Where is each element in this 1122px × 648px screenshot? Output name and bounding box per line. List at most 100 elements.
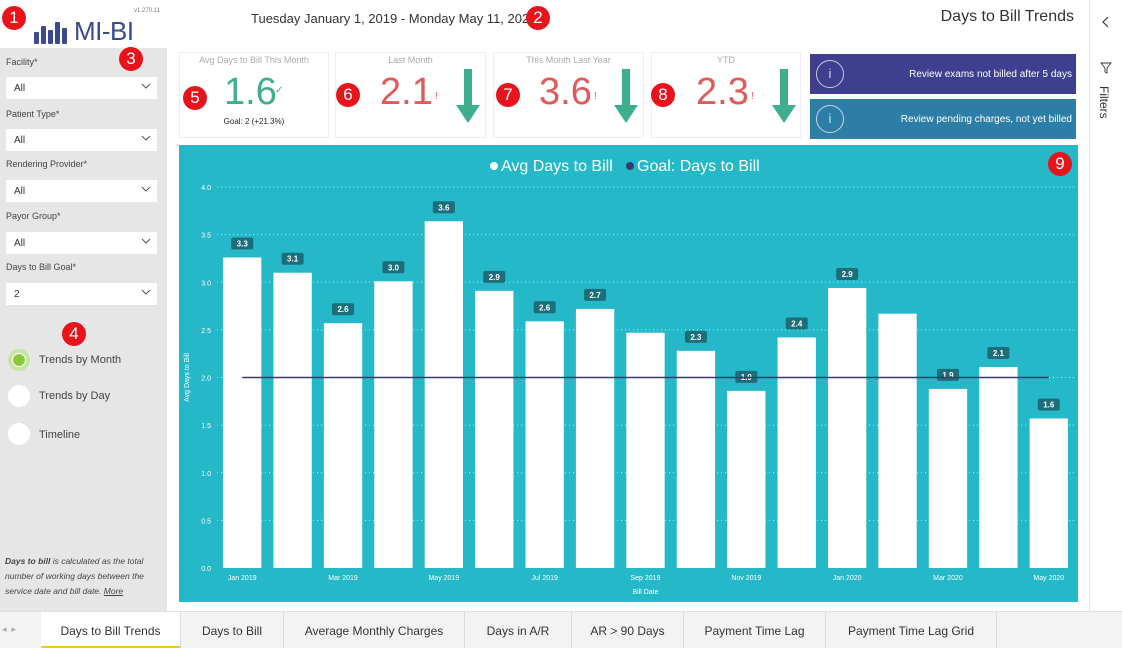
- footnote-more-link[interactable]: More: [103, 586, 124, 596]
- patient-type-label: Patient Type*: [6, 109, 60, 119]
- legend-marker-goal: [626, 162, 634, 170]
- trends-by-day-label[interactable]: Trends by Day: [39, 390, 111, 402]
- bar-may-2019: [424, 221, 464, 568]
- x-tick-label: Jul 2019: [531, 575, 558, 582]
- bar-dec-2019: [777, 337, 816, 568]
- y-axis-label: Avg Days to Bill: [184, 353, 191, 402]
- chevron-down-icon: [141, 83, 151, 89]
- payor-group-select[interactable]: All: [6, 232, 157, 254]
- y-tick-label: 4.0: [201, 185, 211, 192]
- callout-badge-9: 9: [1048, 152, 1072, 176]
- y-tick-label: 1.5: [201, 423, 211, 430]
- kpi-value: 1.6: [224, 71, 277, 113]
- bar-jan-2019: [223, 257, 262, 568]
- chevron-left-icon[interactable]: [1100, 14, 1112, 30]
- days-to-bill-goal-label: Days to Bill Goal*: [6, 262, 77, 272]
- check-icon: ✓: [275, 85, 284, 96]
- kpi-value: 3.6: [539, 71, 592, 113]
- patient-type-select[interactable]: All: [6, 129, 157, 151]
- kpi-card-ytd: YTD 2.3 !: [651, 52, 801, 138]
- bar-sep-2019: [626, 332, 665, 568]
- warning-icon: !: [435, 91, 438, 102]
- data-label-bg: [584, 288, 607, 301]
- data-label-bg: [785, 317, 808, 330]
- callout-badge-2: 2: [526, 6, 550, 30]
- x-tick-label: May 2020: [1033, 575, 1064, 582]
- chart-svg: 0.0 0.5 1.0 1.5 2.0 2.5 3.0 3.5 4.0 Avg Days to B…: [184, 158, 1074, 596]
- x-tick-label: Jan 2019: [228, 575, 257, 582]
- filter-sidebar: Facility* All Patient Type* All Renderin…: [0, 48, 167, 611]
- warning-icon: !: [594, 91, 597, 102]
- tab-ar-over-90-days[interactable]: AR > 90 Days: [572, 612, 684, 648]
- days-to-bill-footnote: Days to bill is calculated as the total …: [5, 554, 165, 599]
- data-label-bg: [987, 347, 1010, 360]
- chevron-down-icon: [141, 238, 151, 244]
- facility-value: All: [14, 83, 26, 94]
- data-label: 1.6: [1043, 400, 1055, 409]
- radio-trends-by-month[interactable]: [8, 349, 30, 371]
- bar-apr-2019: [374, 281, 413, 568]
- timeline-label[interactable]: Timeline: [39, 429, 81, 441]
- x-axis-label: Bill Date: [632, 589, 658, 596]
- patient-type-value: All: [14, 135, 26, 146]
- x-tick-label: May 2019: [428, 575, 459, 582]
- y-tick-label: 1.0: [201, 471, 211, 478]
- data-label-bg: [382, 261, 405, 274]
- data-label-bg: [483, 270, 506, 283]
- tab-payment-time-lag-grid[interactable]: Payment Time Lag Grid: [826, 612, 997, 648]
- review-unbilled-exams-button[interactable]: i Review exams not billed after 5 days: [810, 54, 1076, 94]
- y-tick-label: 2.0: [201, 376, 211, 383]
- x-tick-label: Nov 2019: [731, 575, 761, 582]
- bar-mar-2020: [928, 388, 968, 568]
- callout-badge-6: 6: [336, 83, 360, 107]
- bar-may-2020: [1029, 418, 1068, 568]
- radio-timeline[interactable]: [8, 423, 30, 445]
- data-label-bg: [1037, 398, 1060, 411]
- mi-bi-logo: MI-BI v1.270.11: [30, 6, 170, 46]
- days-to-bill-chart: 0.0 0.5 1.0 1.5 2.0 2.5 3.0 3.5 4.0 Avg Days to B…: [179, 145, 1078, 602]
- trends-by-month-label[interactable]: Trends by Month: [39, 354, 122, 366]
- days-to-bill-goal-value: 2: [14, 289, 20, 300]
- y-tick-label: 3.0: [201, 280, 211, 287]
- tab-days-to-bill-trends[interactable]: Days to Bill Trends: [41, 612, 181, 648]
- bar-jul-2019: [525, 321, 564, 568]
- facility-select[interactable]: All: [6, 77, 157, 99]
- tab-days-to-bill[interactable]: Days to Bill: [181, 612, 284, 648]
- y-tick-label: 3.5: [201, 233, 211, 240]
- logo-text: MI-BI: [74, 16, 134, 46]
- review-pending-charges-button[interactable]: i Review pending charges, not yet billed: [810, 99, 1076, 139]
- data-label: 2.4: [791, 319, 803, 328]
- tab-average-monthly-charges[interactable]: Average Monthly Charges: [284, 612, 465, 648]
- data-label: 2.1: [993, 349, 1005, 358]
- rendering-provider-label: Rendering Provider*: [6, 159, 88, 169]
- data-label-bg: [684, 330, 707, 343]
- days-to-bill-goal-select[interactable]: 2: [6, 283, 157, 305]
- legend-marker-avg: [490, 162, 498, 170]
- data-label: 2.6: [337, 305, 349, 314]
- radio-trends-by-day[interactable]: [8, 385, 30, 407]
- down-arrow-icon: [456, 69, 480, 123]
- kpi-card-last-month: Last Month 2.1 !: [335, 52, 486, 138]
- callout-badge-4: 4: [62, 322, 86, 346]
- rendering-provider-select[interactable]: All: [6, 180, 157, 202]
- x-tick-label: Jan 2020: [833, 575, 862, 582]
- facility-label: Facility*: [6, 57, 38, 67]
- review-pending-charges-label: Review pending charges, not yet billed: [900, 114, 1072, 125]
- chevron-down-icon: [141, 289, 151, 295]
- funnel-icon: [1100, 62, 1112, 74]
- y-tick-label: 0.5: [201, 518, 211, 525]
- tab-payment-time-lag[interactable]: Payment Time Lag: [684, 612, 826, 648]
- legend-label-avg: Avg Days to Bill: [501, 158, 613, 175]
- info-icon: i: [816, 105, 844, 133]
- data-label: 2.9: [842, 270, 854, 279]
- bar-feb-2019: [273, 272, 312, 568]
- down-arrow-icon: [614, 69, 638, 123]
- filters-pane[interactable]: Filters: [1089, 0, 1122, 611]
- bar-feb-2020: [878, 313, 917, 568]
- bar-nov-2019: [727, 390, 766, 568]
- data-label: 3.0: [388, 263, 400, 272]
- tab-days-in-ar[interactable]: Days in A/R: [465, 612, 572, 648]
- tab-scroll-arrows[interactable]: ◂ ▸: [2, 624, 17, 634]
- footnote-term: Days to bill: [5, 556, 51, 566]
- down-arrow-icon: [772, 69, 796, 123]
